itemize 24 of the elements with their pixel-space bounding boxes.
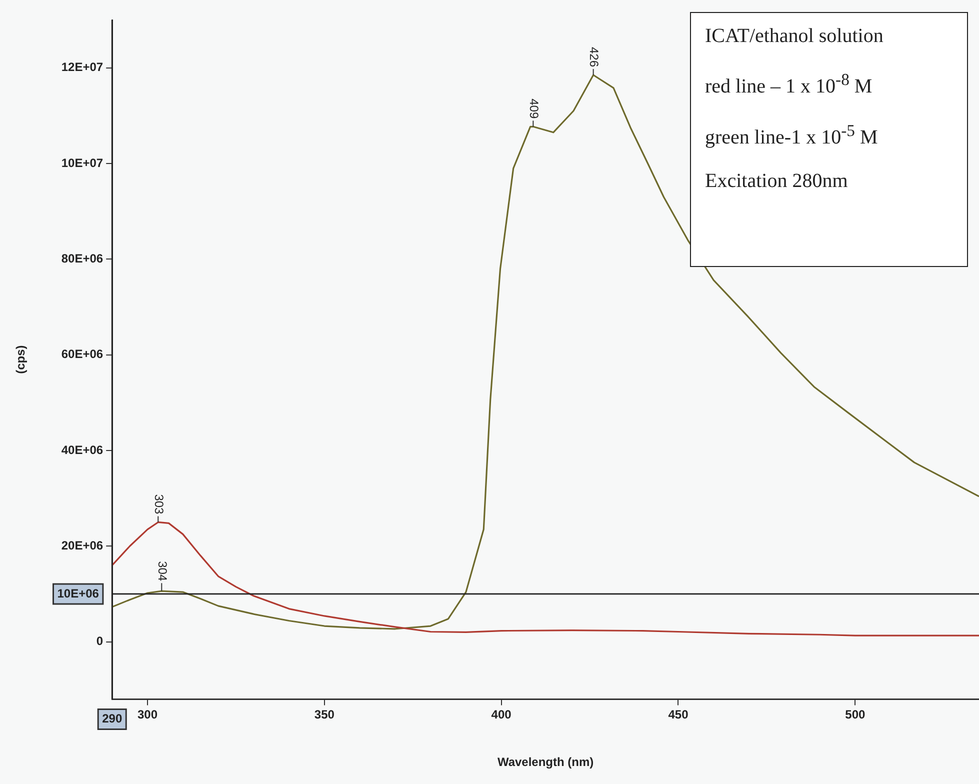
x-tick-label: 350 <box>314 708 335 722</box>
annotation: 409 <box>526 98 541 119</box>
annotation: ICAT/ethanol solution <box>705 24 884 49</box>
annotation: 304 <box>155 561 170 582</box>
y-tick-label: 60E+06 <box>61 347 104 362</box>
y-tick-label: 40E+06 <box>61 442 104 457</box>
y-tick-label: 0 <box>96 634 104 648</box>
annotation: green line-1 x 10$^{-5}$ M <box>705 120 879 150</box>
x-tick-label: 300 <box>137 708 158 722</box>
ref-line-label: 10E+06 <box>57 586 100 600</box>
x-axis-title: Wavelength (nm) <box>497 755 594 770</box>
annotation: red line – 1 x 10$^{-8}$ M <box>705 69 874 100</box>
y-tick-label: 20E+06 <box>61 538 104 552</box>
annotation: 303 <box>152 494 166 515</box>
y-tick-label: 12E+07 <box>61 60 104 74</box>
y-tick-label: 10E+07 <box>61 156 104 170</box>
x-tick-label: 500 <box>845 708 866 722</box>
y-axis-title: (cps) <box>14 345 28 374</box>
x-tick-label: 450 <box>668 708 689 722</box>
ref-line-label: 290 <box>102 712 122 726</box>
annotation: 426 <box>587 46 602 68</box>
annotation: Excitation 280nm <box>705 169 849 194</box>
x-tick-label: 400 <box>491 708 512 722</box>
y-tick-label: 80E+06 <box>61 251 104 266</box>
